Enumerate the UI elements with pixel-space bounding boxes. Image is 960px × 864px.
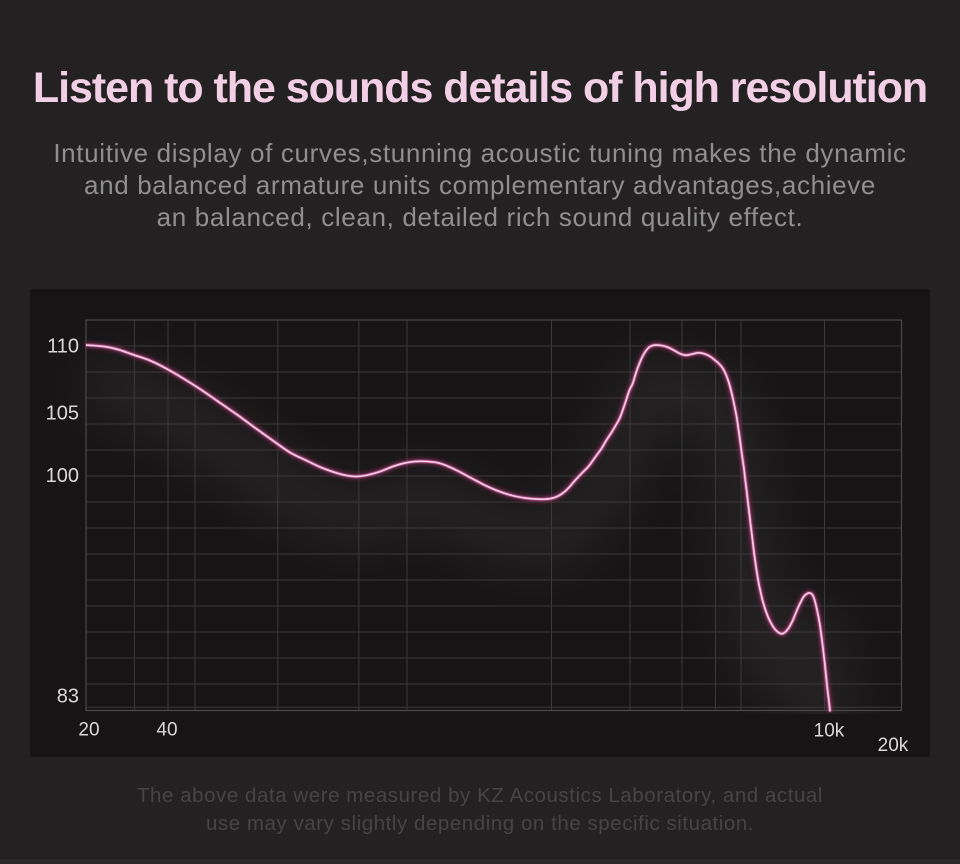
svg-text:20: 20 — [78, 720, 99, 741]
svg-text:40: 40 — [156, 720, 177, 741]
svg-text:100: 100 — [46, 465, 79, 487]
svg-text:20k: 20k — [878, 735, 909, 756]
svg-text:10k: 10k — [814, 721, 845, 742]
svg-text:110: 110 — [47, 335, 79, 357]
svg-text:83: 83 — [57, 686, 79, 708]
svg-text:105: 105 — [46, 403, 79, 425]
